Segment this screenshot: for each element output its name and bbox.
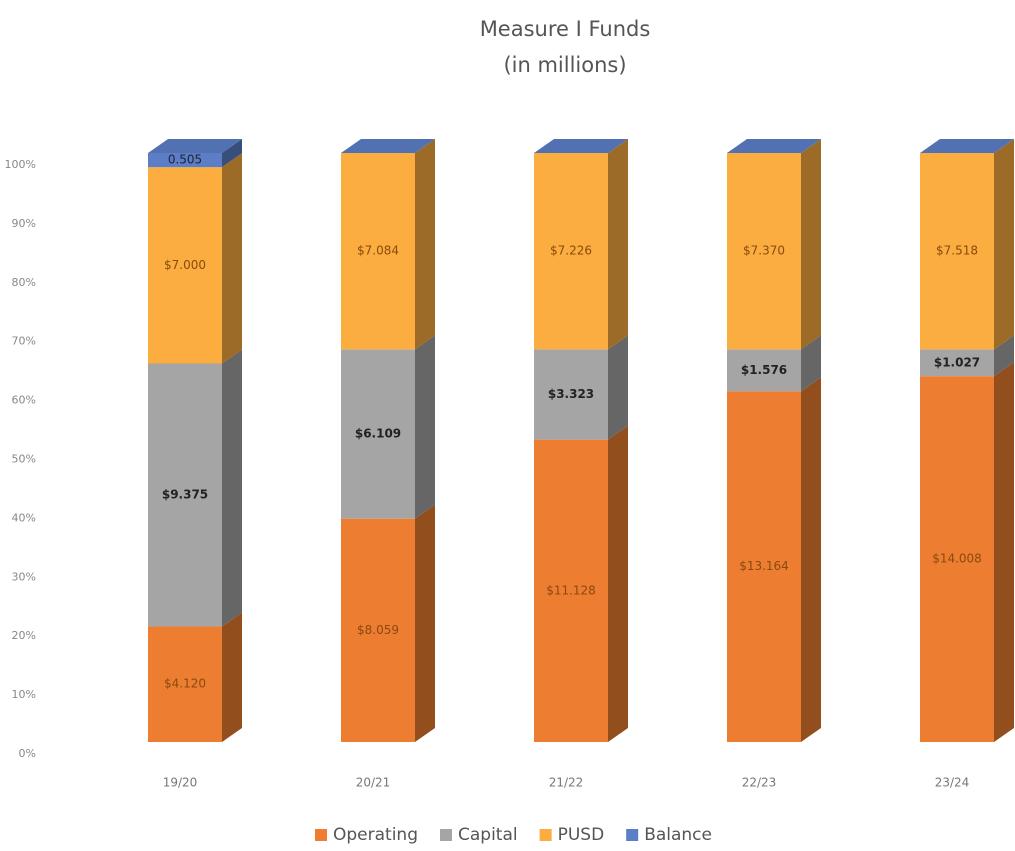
bar-segment: [727, 391, 801, 742]
bar-side: [222, 612, 242, 742]
x-tick-label: 19/20: [163, 776, 198, 790]
chart-subtitle: (in millions): [503, 53, 626, 77]
data-label: $13.164: [739, 559, 789, 573]
y-tick-label: 10%: [12, 688, 36, 701]
bar-segment: [148, 153, 222, 168]
bar-top: [341, 139, 435, 153]
bar-side: [994, 362, 1014, 742]
bar-side: [608, 425, 628, 742]
y-tick-label: 30%: [12, 570, 36, 583]
bar-segment: [727, 349, 801, 392]
y-tick-label: 70%: [12, 335, 36, 348]
data-label: $4.120: [164, 677, 206, 691]
legend-label: Operating: [333, 825, 418, 845]
y-tick-label: 20%: [12, 629, 36, 642]
data-label: $8.059: [357, 623, 399, 637]
bar-side: [801, 335, 821, 392]
bar-segment: [920, 349, 994, 377]
bar-segment: [148, 363, 222, 627]
data-label: $11.128: [546, 583, 596, 597]
bar-side: [415, 335, 435, 519]
legend-swatch: [626, 829, 639, 841]
y-tick-label: 50%: [12, 453, 36, 466]
bar-side: [415, 504, 435, 742]
y-tick-label: 80%: [12, 276, 36, 289]
bar-segment: [727, 153, 801, 350]
bar-side: [222, 349, 242, 627]
y-tick-label: 90%: [12, 217, 36, 230]
data-label: $7.084: [357, 244, 399, 258]
bar-segment: [341, 349, 415, 519]
bar-segment: [148, 626, 222, 742]
data-label: 0.505: [168, 153, 202, 167]
bar-segment: [534, 439, 608, 742]
bar-side: [801, 377, 821, 742]
data-label: $7.370: [743, 244, 785, 258]
y-tick-label: 0%: [19, 747, 36, 760]
x-tick-label: 20/21: [356, 776, 391, 790]
y-tick-label: 60%: [12, 394, 36, 407]
y-tick-label: 100%: [5, 158, 36, 171]
bar-top: [727, 139, 821, 153]
data-label: $7.518: [936, 244, 978, 258]
legend-swatch: [539, 829, 552, 841]
legend-label: Capital: [458, 825, 518, 845]
bar-segment: [534, 349, 608, 440]
data-label: $3.323: [548, 387, 594, 401]
bar-top: [148, 139, 242, 153]
bar-segment: [534, 153, 608, 350]
bar-segment: [341, 518, 415, 742]
bar-top: [920, 139, 1014, 153]
legend-swatch: [440, 829, 452, 841]
bar-side: [222, 153, 242, 364]
data-label: $9.375: [162, 487, 208, 501]
bar-segment: [341, 153, 415, 350]
bar-side: [222, 139, 242, 168]
legend-label: PUSD: [558, 825, 605, 845]
chart-title: Measure I Funds: [480, 17, 651, 41]
bar-side: [415, 139, 435, 350]
data-label: $1.027: [934, 355, 980, 369]
bar-side: [994, 139, 1014, 350]
data-label: $6.109: [355, 426, 401, 440]
bar-segment: [920, 153, 994, 350]
legend-label: Balance: [644, 825, 712, 845]
x-tick-label: 21/22: [549, 776, 584, 790]
bar-side: [801, 139, 821, 350]
bar-top: [534, 139, 628, 153]
y-tick-label: 40%: [12, 511, 36, 524]
data-label: $7.226: [550, 244, 592, 258]
x-tick-label: 23/24: [935, 776, 970, 790]
legend-swatch: [315, 829, 327, 841]
bar-side: [608, 335, 628, 440]
data-label: $7.000: [164, 258, 206, 272]
bar-segment: [148, 167, 222, 364]
bar-side: [608, 139, 628, 350]
bar-segment: [920, 376, 994, 742]
data-label: $14.008: [932, 552, 982, 566]
x-tick-label: 22/23: [742, 776, 777, 790]
bar-side: [994, 335, 1014, 377]
data-label: $1.576: [741, 363, 787, 377]
